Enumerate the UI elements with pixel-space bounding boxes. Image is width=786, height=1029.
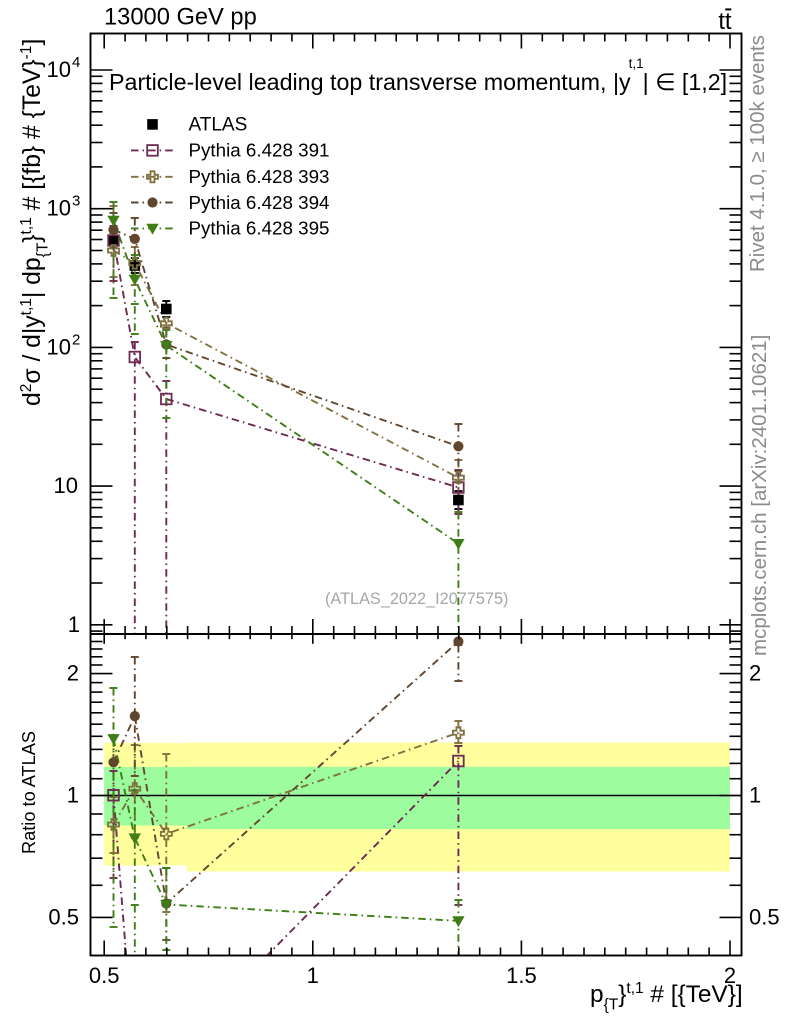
svg-text:10: 10 (47, 334, 71, 359)
svg-text:Rivet 4.1.0, ≥ 100k events: Rivet 4.1.0, ≥ 100k events (746, 35, 769, 272)
svg-text:1: 1 (307, 963, 319, 988)
svg-text:Pythia 6.428 395: Pythia 6.428 395 (189, 218, 330, 239)
svg-text:2: 2 (67, 661, 79, 686)
svg-text:0.5: 0.5 (749, 904, 780, 929)
svg-text:10: 10 (54, 473, 78, 498)
svg-text:(ATLAS_2022_I2077575): (ATLAS_2022_I2077575) (325, 590, 508, 608)
svg-text:13000 GeV pp: 13000 GeV pp (104, 5, 257, 31)
svg-text:2: 2 (72, 331, 80, 348)
svg-text:2: 2 (724, 963, 736, 988)
svg-text:mcplots.cern.ch [arXiv:2401.10: mcplots.cern.ch [arXiv:2401.10621] (748, 335, 771, 656)
svg-text:Pythia 6.428 391: Pythia 6.428 391 (189, 140, 330, 161)
svg-text:10: 10 (47, 57, 71, 82)
svg-text:1: 1 (749, 783, 761, 808)
svg-text:1: 1 (67, 783, 79, 808)
svg-text:ATLAS: ATLAS (189, 115, 248, 136)
svg-text:10: 10 (47, 196, 71, 221)
svg-text:1: 1 (68, 612, 80, 637)
svg-text:tt: tt (718, 9, 732, 35)
svg-text:1.5: 1.5 (506, 963, 537, 988)
svg-text:0.5: 0.5 (48, 904, 79, 929)
svg-text:Pythia 6.428 393: Pythia 6.428 393 (189, 166, 330, 187)
svg-text:Pythia 6.428 394: Pythia 6.428 394 (189, 192, 330, 213)
svg-text:3: 3 (72, 193, 80, 210)
svg-text:p{T}t,1 # [{TeV}]: p{T}t,1 # [{TeV}] (590, 980, 743, 1014)
svg-text:2: 2 (749, 661, 761, 686)
svg-text:4: 4 (72, 54, 80, 71)
svg-text:0.5: 0.5 (89, 963, 120, 988)
svg-text:Ratio to ATLAS: Ratio to ATLAS (19, 731, 39, 854)
